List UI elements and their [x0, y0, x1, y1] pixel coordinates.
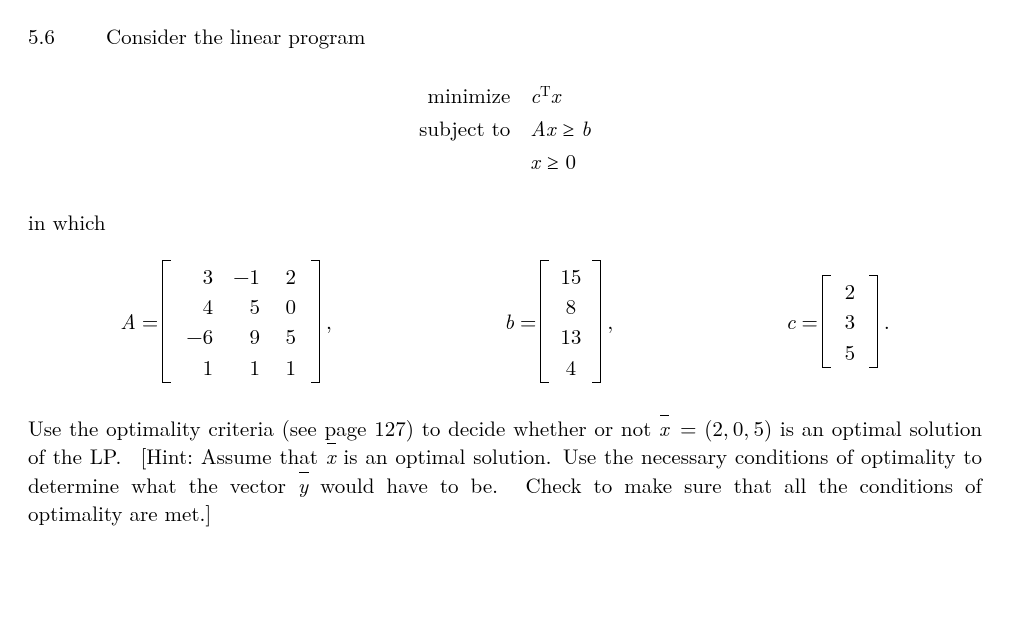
lp-table: minimize cTx subject to Ax ≥ b x ≥ 0: [409, 78, 601, 178]
matrix-cell: 2: [836, 276, 864, 306]
lp-objective: cTx: [520, 78, 601, 111]
lp-constraint-2: x ≥ 0: [520, 145, 601, 178]
vector-c: 235: [822, 274, 878, 369]
exercise-page: 5.6 Consider the linear program minimize…: [0, 0, 1020, 547]
vector-b-wrap: b = 158134 ,: [504, 259, 613, 384]
vector-b-trail: ,: [607, 307, 613, 335]
in-which-text: in which: [28, 208, 982, 236]
lp-subject-kw: subject to: [409, 112, 520, 145]
matrix-cell: 9: [223, 321, 270, 351]
matrix-A-trail: ,: [326, 307, 332, 335]
matrix-cell: 3: [176, 261, 223, 291]
equals-sign: =: [802, 307, 818, 335]
matrix-cell: 15: [554, 261, 587, 291]
vector-c-label: c: [786, 307, 796, 335]
matrix-cell: 3: [836, 306, 864, 336]
vector-c-wrap: c = 235 .: [786, 274, 890, 369]
matrix-cell: 0: [270, 291, 306, 321]
matrix-cell: 1: [270, 352, 306, 382]
matrix-cell: −6: [176, 321, 223, 351]
matrix-cell: −1: [223, 261, 270, 291]
equals-sign: =: [520, 307, 536, 335]
vector-b: 158134: [540, 259, 601, 384]
matrix-cell: 5: [836, 337, 864, 367]
matrix-row: A = 3−12450−695111 , b = 158134 , c = 23…: [28, 259, 982, 384]
matrix-cell: 5: [270, 321, 306, 351]
matrix-A-label: A: [120, 307, 136, 335]
lp-minimize-kw: minimize: [409, 78, 520, 111]
exercise-intro: Consider the linear program: [106, 22, 982, 50]
exercise-number: 5.6: [28, 22, 106, 50]
exercise-header: 5.6 Consider the linear program: [28, 22, 982, 50]
lp-blank: [409, 145, 520, 178]
matrix-cell: 4: [176, 291, 223, 321]
matrix-A-wrap: A = 3−12450−695111 ,: [120, 259, 331, 384]
exercise-paragraph: Use the optimality criteria (see page 12…: [28, 414, 982, 527]
matrix-cell: 1: [176, 352, 223, 382]
equals-sign: =: [142, 307, 158, 335]
matrix-cell: 8: [554, 291, 587, 321]
linear-program: minimize cTx subject to Ax ≥ b x ≥ 0: [28, 78, 982, 178]
vector-c-trail: .: [884, 307, 890, 335]
matrix-A: 3−12450−695111: [162, 259, 320, 384]
matrix-cell: 4: [554, 352, 587, 382]
vector-b-label: b: [504, 307, 514, 335]
matrix-cell: 2: [270, 261, 306, 291]
matrix-cell: 13: [554, 321, 587, 351]
matrix-cell: 5: [223, 291, 270, 321]
lp-constraint-1: Ax ≥ b: [520, 112, 601, 145]
matrix-cell: 1: [223, 352, 270, 382]
